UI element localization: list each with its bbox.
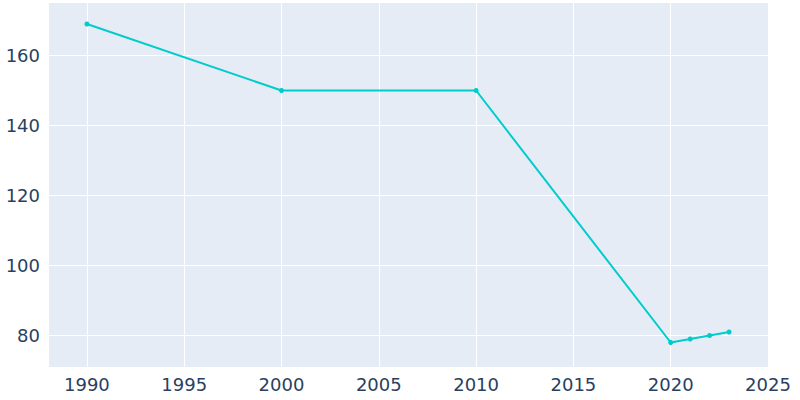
svg-text:2015: 2015 [550, 374, 596, 395]
svg-text:140: 140 [6, 115, 40, 136]
svg-text:2020: 2020 [648, 374, 694, 395]
svg-text:2000: 2000 [259, 374, 305, 395]
svg-text:100: 100 [6, 255, 40, 276]
svg-text:160: 160 [6, 45, 40, 66]
svg-text:80: 80 [17, 325, 40, 346]
svg-text:2005: 2005 [356, 374, 402, 395]
svg-text:2010: 2010 [453, 374, 499, 395]
svg-text:120: 120 [6, 185, 40, 206]
svg-text:1995: 1995 [161, 374, 207, 395]
svg-text:1990: 1990 [64, 374, 110, 395]
svg-text:2025: 2025 [745, 374, 791, 395]
